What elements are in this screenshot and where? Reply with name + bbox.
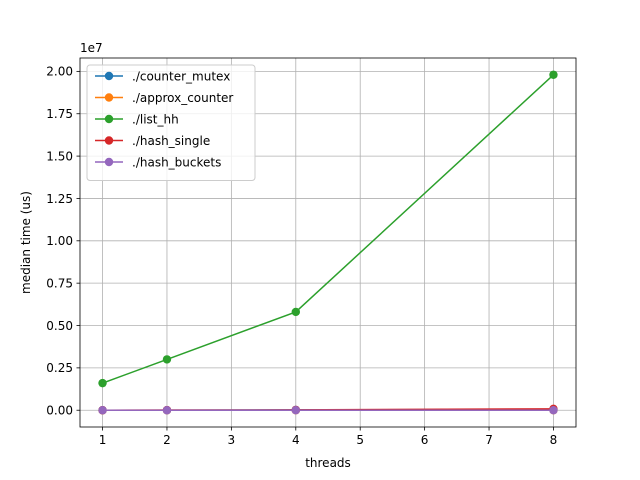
x-tick-label: 6 [421, 433, 429, 447]
legend-marker [104, 157, 114, 167]
x-tick-label: 7 [485, 433, 493, 447]
data-point [98, 406, 107, 415]
legend-label: ./approx_counter [132, 91, 233, 105]
legend-frame [86, 64, 256, 181]
axes-frame [79, 57, 577, 428]
y-tick-label: 2.00 [46, 65, 73, 79]
series-hash-buckets [98, 406, 558, 415]
data-point [98, 378, 107, 388]
y-tick-label: 0.75 [46, 276, 73, 290]
y-axis: 0.00 0.25 0.50 0.75 1.00 1.25 1.50 1.75 2.00 [46, 65, 80, 418]
series-list-hh [98, 70, 558, 388]
legend-item: ./hash_single [95, 134, 210, 148]
legend-marker [104, 71, 114, 81]
x-tick-label: 3 [228, 433, 236, 447]
data-point [291, 406, 300, 415]
data-point [162, 406, 172, 415]
x-axis: 1 2 3 4 5 6 7 8 [99, 427, 558, 447]
x-tick-label: 2 [163, 433, 171, 447]
legend-label: ./hash_buckets [132, 155, 221, 169]
series-line [102, 74, 554, 384]
legend-label: ./list_hh [132, 112, 179, 126]
legend-label: ./hash_single [132, 134, 210, 148]
x-tick-label: 1 [99, 433, 107, 447]
y-axis-label: median time (us) [19, 191, 33, 294]
x-tick-label: 5 [356, 433, 364, 447]
legend-item: ./list_hh [95, 112, 179, 126]
y-tick-label: 1.00 [46, 234, 73, 248]
legend: ./counter_mutex ./approx_counter ./list_hh… [86, 64, 256, 181]
legend-label: ./counter_mutex [132, 69, 230, 83]
legend-marker [104, 136, 114, 145]
legend-item: ./hash_buckets [95, 155, 221, 169]
data-point [549, 70, 558, 79]
y-tick-label: 1.50 [46, 149, 73, 163]
data-point [291, 307, 300, 317]
y-tick-label: 1.25 [46, 192, 73, 206]
y-tick-label: 1.75 [46, 107, 73, 121]
legend-marker [104, 114, 114, 124]
x-axis-label: threads [305, 456, 351, 470]
x-tick-label: 8 [550, 433, 558, 447]
legend-item: ./counter_mutex [95, 69, 230, 83]
legend-marker [104, 93, 114, 102]
x-tick-label: 4 [292, 433, 300, 447]
y-tick-label: 0.50 [46, 319, 73, 333]
legend-item: ./approx_counter [95, 91, 233, 105]
data-point [549, 406, 558, 415]
data-point [162, 355, 172, 364]
y-tick-label: 0.25 [46, 361, 73, 375]
y-offset-label: 1e7 [80, 41, 103, 55]
y-tick-label: 0.00 [46, 404, 73, 418]
series-layer [98, 70, 558, 415]
